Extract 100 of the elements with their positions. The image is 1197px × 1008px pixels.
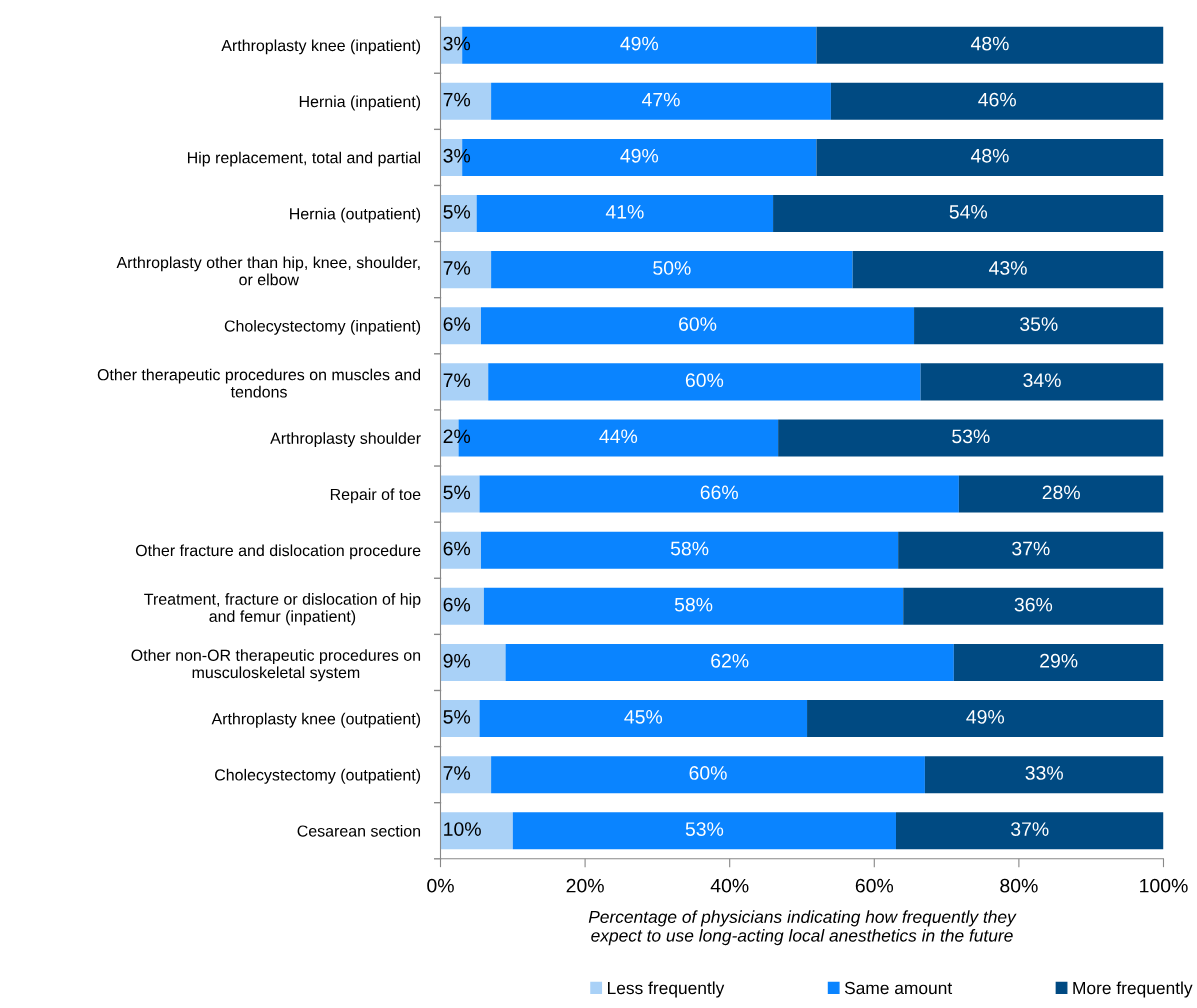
bar bbox=[440, 195, 477, 233]
data-label: 5% bbox=[443, 205, 471, 219]
y-tick-label: Other therapeutic procedures on muscles and tendons bbox=[97, 368, 421, 398]
data-label: 60% bbox=[679, 317, 717, 331]
x-tick-label: 80% bbox=[1000, 878, 1038, 893]
data-label: 35% bbox=[1020, 317, 1058, 331]
bar bbox=[903, 587, 1164, 625]
data-label: 58% bbox=[674, 597, 713, 612]
bar bbox=[953, 643, 1164, 681]
data-label: 33% bbox=[1025, 766, 1063, 780]
data-label: 37% bbox=[1011, 822, 1049, 836]
legend-label: More frequently bbox=[1073, 981, 1193, 998]
bar bbox=[479, 475, 959, 513]
bar bbox=[958, 475, 1164, 513]
data-label: 34% bbox=[1023, 373, 1061, 388]
y-tick-label: Other non-OR therapeutic procedures on musculoskeletal system bbox=[131, 649, 421, 682]
y-tick-label: Other fracture and dislocation procedure bbox=[135, 544, 421, 560]
bar bbox=[483, 587, 904, 625]
bar bbox=[440, 643, 506, 681]
bar bbox=[440, 700, 480, 738]
bar bbox=[491, 756, 925, 794]
y-tick-label: Hernia (outpatient) bbox=[290, 207, 421, 223]
data-label: 6% bbox=[443, 597, 471, 612]
bar bbox=[830, 82, 1164, 120]
bar bbox=[440, 82, 492, 120]
data-label: 54% bbox=[949, 205, 988, 219]
y-tick-label: Repair of toe bbox=[330, 488, 421, 504]
data-label: 66% bbox=[700, 485, 738, 500]
bar bbox=[488, 363, 921, 401]
bar bbox=[773, 195, 1164, 233]
bar bbox=[440, 363, 489, 401]
data-label: 5% bbox=[443, 485, 471, 500]
data-label: 49% bbox=[620, 36, 659, 51]
x-tick-label: 40% bbox=[710, 878, 749, 893]
x-tick-label: 0% bbox=[427, 878, 454, 893]
y-tick-label: Arthroplasty other than hip, knee, shoulder, or elbow bbox=[116, 256, 420, 286]
data-label: 6% bbox=[443, 317, 471, 331]
y-tick-label: Cholecystectomy (inpatient) bbox=[224, 319, 421, 335]
x-tick-label: 100% bbox=[1140, 878, 1188, 893]
y-tick-label: Arthroplasty shoulder bbox=[270, 432, 421, 448]
bar bbox=[440, 756, 492, 794]
data-label: 49% bbox=[966, 709, 1005, 724]
bar bbox=[512, 812, 896, 850]
data-label: 7% bbox=[443, 261, 471, 275]
data-label: 53% bbox=[685, 822, 724, 836]
bar bbox=[914, 307, 1164, 345]
bar bbox=[476, 195, 774, 233]
x-tick-label: 20% bbox=[566, 878, 604, 893]
data-label: 9% bbox=[443, 653, 471, 668]
bar bbox=[440, 531, 481, 569]
bar bbox=[491, 82, 831, 120]
data-label: 5% bbox=[443, 710, 471, 724]
data-label: 36% bbox=[1014, 597, 1053, 612]
data-label: 46% bbox=[978, 92, 1016, 107]
data-label: 47% bbox=[642, 92, 680, 107]
bar bbox=[480, 531, 899, 569]
legend-label: Less frequently bbox=[608, 981, 725, 998]
bar bbox=[778, 419, 1164, 457]
bar bbox=[895, 812, 1164, 850]
data-label: 50% bbox=[653, 261, 691, 275]
bar bbox=[440, 812, 513, 850]
y-tick-label: Hip replacement, total and partial bbox=[187, 151, 420, 167]
data-label: 44% bbox=[599, 429, 638, 444]
y-tick-label: Cholecystectomy (outpatient) bbox=[215, 768, 421, 784]
bar bbox=[816, 138, 1164, 176]
y-tick-label: Arthroplasty knee (inpatient) bbox=[221, 39, 421, 55]
data-label: 49% bbox=[620, 148, 659, 163]
bar bbox=[440, 251, 492, 289]
data-label: 48% bbox=[970, 148, 1009, 163]
x-axis-title: Percentage of physicians indicating how frequently they expect to use long-acting local anesthetics in the future bbox=[588, 910, 1017, 946]
data-label: 41% bbox=[605, 205, 644, 219]
bar bbox=[440, 475, 480, 513]
bar bbox=[852, 251, 1164, 289]
bar bbox=[479, 700, 808, 738]
bar bbox=[898, 531, 1164, 569]
data-label: 58% bbox=[670, 541, 709, 556]
y-tick-label: Arthroplasty knee (outpatient) bbox=[211, 712, 421, 728]
bar bbox=[491, 251, 853, 289]
y-tick-label: Treatment, fracture or dislocation of hip and femur (inpatient) bbox=[144, 593, 421, 626]
data-label: 6% bbox=[443, 541, 471, 556]
data-label: 60% bbox=[689, 766, 727, 780]
data-label: 62% bbox=[711, 653, 749, 668]
legend-label: Same amount bbox=[844, 981, 953, 995]
bar bbox=[807, 700, 1164, 738]
data-label: 48% bbox=[970, 36, 1009, 51]
y-tick-label: Hernia (inpatient) bbox=[299, 95, 421, 111]
data-label: 53% bbox=[952, 429, 990, 444]
y-tick-label: Cesarean section bbox=[297, 824, 421, 837]
data-label: 7% bbox=[443, 92, 471, 107]
bar bbox=[440, 587, 484, 625]
data-label: 7% bbox=[443, 766, 471, 780]
bar bbox=[924, 756, 1164, 794]
data-label: 37% bbox=[1012, 541, 1050, 556]
data-label: 29% bbox=[1040, 653, 1078, 668]
data-label: 7% bbox=[443, 373, 471, 388]
bar bbox=[480, 307, 915, 345]
bar bbox=[440, 307, 481, 345]
data-label: 60% bbox=[685, 373, 724, 388]
x-tick-label: 60% bbox=[855, 878, 894, 893]
bar bbox=[920, 363, 1164, 401]
